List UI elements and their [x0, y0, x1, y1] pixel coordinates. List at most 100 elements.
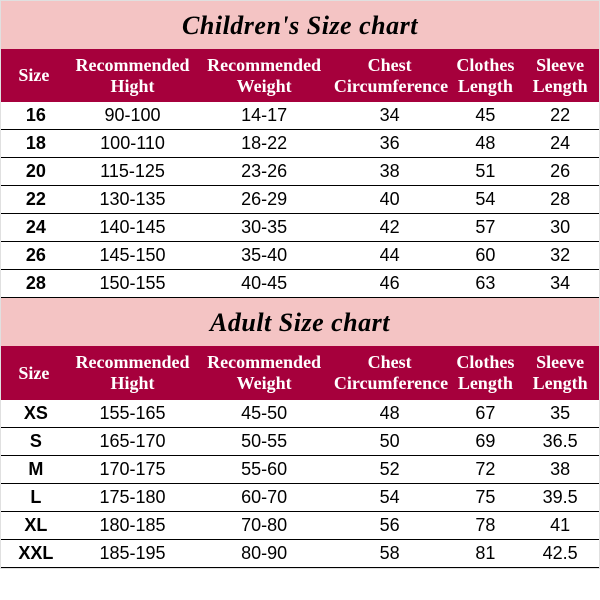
value-cell: 78 — [449, 511, 521, 539]
value-cell: 90-100 — [67, 102, 199, 130]
value-cell: 54 — [330, 483, 450, 511]
value-cell: 72 — [449, 455, 521, 483]
value-cell: 180-185 — [67, 511, 199, 539]
value-cell: 42.5 — [521, 539, 599, 567]
adult-table-body: XS155-16545-50486735S165-17050-55506936.… — [1, 400, 599, 568]
value-cell: 100-110 — [67, 130, 199, 158]
value-cell: 60 — [449, 242, 521, 270]
value-cell: 45 — [449, 102, 521, 130]
column-header: RecommendedWeight — [198, 346, 330, 399]
value-cell: 32 — [521, 242, 599, 270]
size-cell: XL — [1, 511, 67, 539]
value-cell: 41 — [521, 511, 599, 539]
value-cell: 185-195 — [67, 539, 199, 567]
table-row: 18100-11018-22364824 — [1, 130, 599, 158]
value-cell: 56 — [330, 511, 450, 539]
size-cell: 20 — [1, 158, 67, 186]
column-header: ChestCircumference — [330, 346, 450, 399]
value-cell: 55-60 — [198, 455, 330, 483]
size-chart-container: Children's Size chart SizeRecommendedHig… — [0, 0, 600, 569]
value-cell: 38 — [521, 455, 599, 483]
column-header: SleeveLength — [521, 49, 599, 102]
value-cell: 130-135 — [67, 186, 199, 214]
size-cell: 28 — [1, 270, 67, 298]
size-cell: 24 — [1, 214, 67, 242]
value-cell: 34 — [521, 270, 599, 298]
value-cell: 30 — [521, 214, 599, 242]
value-cell: 50-55 — [198, 427, 330, 455]
value-cell: 28 — [521, 186, 599, 214]
value-cell: 75 — [449, 483, 521, 511]
table-row: L175-18060-70547539.5 — [1, 483, 599, 511]
column-header: ClothesLength — [449, 49, 521, 102]
value-cell: 63 — [449, 270, 521, 298]
value-cell: 30-35 — [198, 214, 330, 242]
size-cell: 18 — [1, 130, 67, 158]
children-title: Children's Size chart — [1, 1, 599, 49]
value-cell: 115-125 — [67, 158, 199, 186]
value-cell: 54 — [449, 186, 521, 214]
table-row: 24140-14530-35425730 — [1, 214, 599, 242]
value-cell: 165-170 — [67, 427, 199, 455]
column-header: ChestCircumference — [330, 49, 450, 102]
column-header: RecommendedHight — [67, 346, 199, 399]
value-cell: 22 — [521, 102, 599, 130]
value-cell: 51 — [449, 158, 521, 186]
value-cell: 67 — [449, 400, 521, 428]
size-cell: L — [1, 483, 67, 511]
value-cell: 60-70 — [198, 483, 330, 511]
value-cell: 18-22 — [198, 130, 330, 158]
size-cell: M — [1, 455, 67, 483]
value-cell: 45-50 — [198, 400, 330, 428]
adult-table: SizeRecommendedHightRecommendedWeightChe… — [1, 346, 599, 567]
size-cell: XS — [1, 400, 67, 428]
table-row: M170-17555-60527238 — [1, 455, 599, 483]
table-row: XL180-18570-80567841 — [1, 511, 599, 539]
value-cell: 23-26 — [198, 158, 330, 186]
value-cell: 48 — [330, 400, 450, 428]
value-cell: 150-155 — [67, 270, 199, 298]
size-cell: XXL — [1, 539, 67, 567]
table-row: 26145-15035-40446032 — [1, 242, 599, 270]
value-cell: 57 — [449, 214, 521, 242]
value-cell: 52 — [330, 455, 450, 483]
table-row: XS155-16545-50486735 — [1, 400, 599, 428]
size-cell: 22 — [1, 186, 67, 214]
table-row: S165-17050-55506936.5 — [1, 427, 599, 455]
value-cell: 34 — [330, 102, 450, 130]
value-cell: 70-80 — [198, 511, 330, 539]
column-header: RecommendedHight — [67, 49, 199, 102]
column-header: ClothesLength — [449, 346, 521, 399]
value-cell: 50 — [330, 427, 450, 455]
value-cell: 24 — [521, 130, 599, 158]
value-cell: 39.5 — [521, 483, 599, 511]
value-cell: 26 — [521, 158, 599, 186]
value-cell: 175-180 — [67, 483, 199, 511]
adult-title: Adult Size chart — [1, 298, 599, 346]
value-cell: 80-90 — [198, 539, 330, 567]
column-header: Size — [1, 346, 67, 399]
value-cell: 69 — [449, 427, 521, 455]
column-header: SleeveLength — [521, 346, 599, 399]
value-cell: 14-17 — [198, 102, 330, 130]
children-table-head: SizeRecommendedHightRecommendedWeightChe… — [1, 49, 599, 102]
value-cell: 26-29 — [198, 186, 330, 214]
table-row: 1690-10014-17344522 — [1, 102, 599, 130]
column-header: RecommendedWeight — [198, 49, 330, 102]
table-row: 28150-15540-45466334 — [1, 270, 599, 298]
table-row: 22130-13526-29405428 — [1, 186, 599, 214]
table-row: XXL185-19580-90588142.5 — [1, 539, 599, 567]
value-cell: 170-175 — [67, 455, 199, 483]
table-row: 20115-12523-26385126 — [1, 158, 599, 186]
size-cell: 16 — [1, 102, 67, 130]
column-header: Size — [1, 49, 67, 102]
value-cell: 42 — [330, 214, 450, 242]
value-cell: 40 — [330, 186, 450, 214]
value-cell: 145-150 — [67, 242, 199, 270]
adult-table-head: SizeRecommendedHightRecommendedWeightChe… — [1, 346, 599, 399]
value-cell: 44 — [330, 242, 450, 270]
value-cell: 48 — [449, 130, 521, 158]
size-cell: S — [1, 427, 67, 455]
value-cell: 36 — [330, 130, 450, 158]
value-cell: 38 — [330, 158, 450, 186]
